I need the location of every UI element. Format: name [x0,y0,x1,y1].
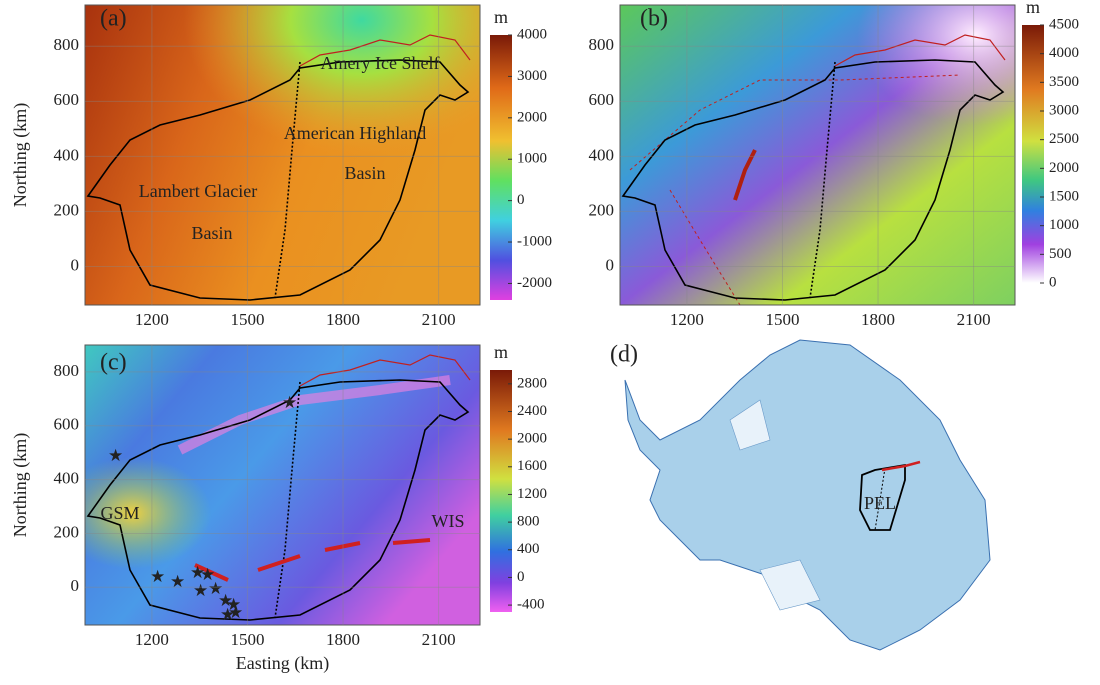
colorbar-a [490,35,512,300]
x-tick-label: 1500 [230,630,264,649]
svg-text:★: ★ [170,572,185,591]
annotation: Amery Ice Shelf [321,53,440,73]
colorbar-tick-label: 2000 [1049,160,1079,176]
colorbar-unit: m [1026,0,1040,17]
y-tick-label: 0 [71,255,80,274]
y-tick-label: 200 [589,200,615,219]
colorbar-tick-label: 2000 [517,431,547,447]
y-tick-label: 0 [71,576,80,595]
colorbar-tick-label: 0 [517,569,525,585]
x-tick-label: 1500 [230,310,264,329]
colorbar-tick-label: -2000 [517,275,552,291]
y-tick-label: 800 [54,35,80,54]
panel-label: (c) [100,350,127,376]
colorbar-tick-label: 2500 [1049,131,1079,147]
y-tick-label: 600 [54,90,80,109]
colorbar-unit: m [494,342,508,362]
y-tick-label: 400 [54,469,80,488]
x-tick-label: 2100 [957,310,991,329]
colorbar-c [490,370,512,612]
x-axis-title: Easting (km) [236,653,329,674]
colorbar-unit: m [494,7,508,27]
colorbar-tick-label: 2800 [517,375,547,391]
panel-b-map [620,5,1015,305]
colorbar-tick-label: 3000 [1049,102,1079,118]
colorbar-tick-label: 1000 [517,151,547,167]
svg-text:★: ★ [193,581,208,600]
svg-text:★: ★ [228,603,243,622]
x-tick-label: 1200 [135,310,169,329]
x-tick-label: 2100 [422,310,456,329]
x-tick-label: 1800 [861,310,895,329]
x-tick-label: 1800 [326,630,360,649]
y-tick-label: 200 [54,200,80,219]
colorbar-tick-label: 4000 [517,26,547,42]
y-axis-title: Northing (km) [10,433,31,537]
colorbar-tick-label: 400 [517,541,540,557]
annotation: American Highland [284,123,426,143]
y-tick-label: 800 [54,361,80,380]
colorbar-b [1022,25,1044,283]
panel-label: (d) [610,342,638,368]
y-tick-label: 800 [589,35,615,54]
colorbar-tick-label: -1000 [517,233,552,249]
colorbar-tick-label: 0 [1049,274,1057,290]
colorbar-tick-label: 1500 [1049,188,1079,204]
y-tick-label: 600 [589,90,615,109]
colorbar-tick-label: 1000 [1049,217,1079,233]
colorbar-tick-label: 500 [1049,246,1072,262]
colorbar-tick-label: -400 [517,597,545,613]
colorbar-tick-label: 800 [517,514,540,530]
annotation: Lambert Glacier [139,181,257,201]
annotation: WIS [432,511,465,531]
colorbar-tick-label: 3000 [517,68,547,84]
annotation: GSM [100,503,139,523]
y-tick-label: 400 [589,145,615,164]
annotation: Basin [191,223,232,243]
y-axis-title: Northing (km) [10,103,31,207]
x-tick-label: 2100 [422,630,456,649]
colorbar-tick-label: 4000 [1049,45,1079,61]
colorbar-tick-label: 1600 [517,458,547,474]
panel-a-map [85,5,480,305]
panel-c-map: ★★★★ ★★★★ ★★★★ [85,345,480,625]
y-tick-label: 0 [606,255,615,274]
colorbar-tick-label: 3500 [1049,74,1079,90]
y-tick-label: 600 [54,415,80,434]
x-tick-label: 1800 [326,310,360,329]
panel-d-map [625,340,990,650]
panel-label: (a) [100,6,127,32]
x-tick-label: 1500 [765,310,799,329]
x-tick-label: 1200 [670,310,704,329]
colorbar-tick-label: 2000 [517,109,547,125]
figure: ★★★★ ★★★★ ★★★★ (d) PEL 12001500180021000… [0,0,1100,680]
colorbar-tick-label: 0 [517,192,525,208]
panel-label: (b) [640,6,668,32]
y-tick-label: 200 [54,522,80,541]
colorbar-tick-label: 2400 [517,403,547,419]
svg-text:★: ★ [282,393,297,412]
annotation: PEL [864,493,896,513]
y-tick-label: 400 [54,145,80,164]
annotation: Basin [344,163,385,183]
svg-text:★: ★ [108,446,123,465]
x-tick-label: 1200 [135,630,169,649]
colorbar-tick-label: 4500 [1049,16,1079,32]
colorbar-tick-label: 1200 [517,486,547,502]
